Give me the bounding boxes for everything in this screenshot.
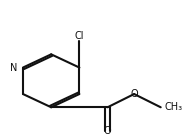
Text: Cl: Cl [75, 31, 84, 41]
Text: O: O [104, 126, 111, 136]
Text: N: N [10, 63, 17, 73]
Text: O: O [130, 89, 138, 99]
Text: CH₃: CH₃ [164, 102, 182, 112]
